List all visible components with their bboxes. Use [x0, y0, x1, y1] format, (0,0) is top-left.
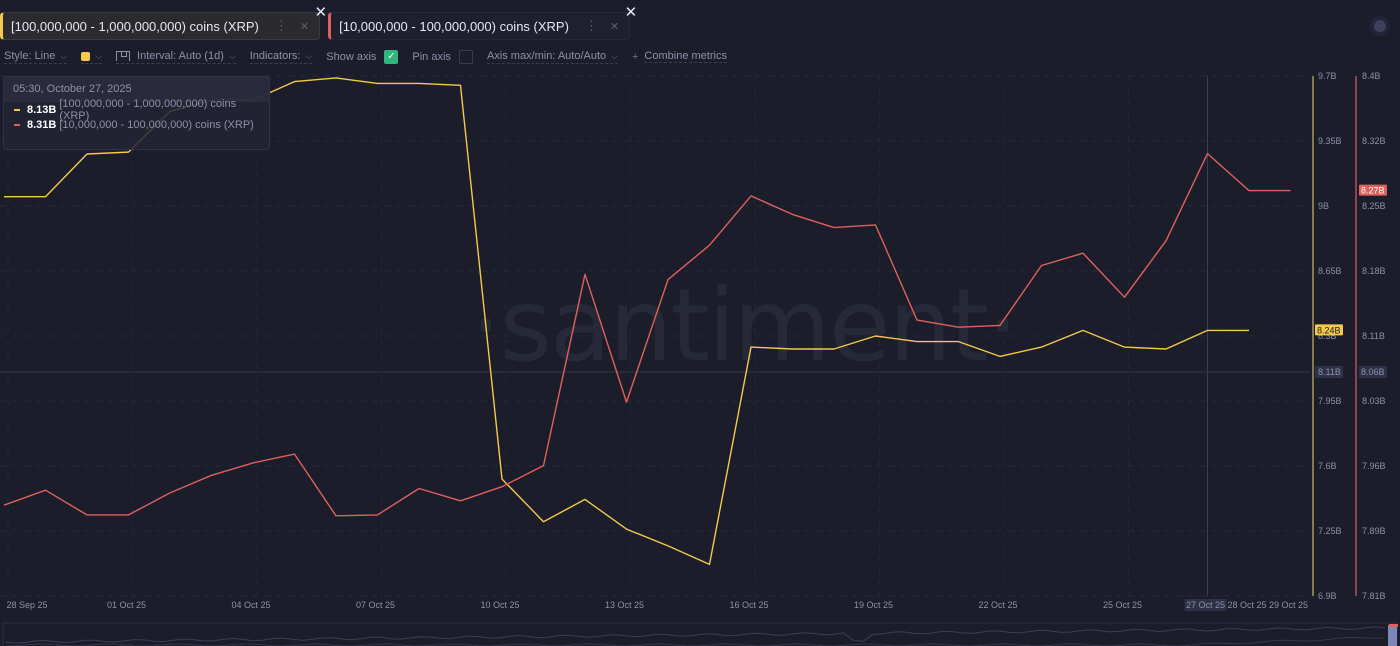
x-tick-highlight: [1184, 599, 1227, 611]
chart-tooltip: 05:30, October 27, 2025 8.13B [100,000,0…: [3, 76, 270, 150]
y-tick-label: 8.65B: [1318, 266, 1342, 276]
last-value-label: 8.27B: [1361, 186, 1385, 196]
style-label: Style: Line: [4, 50, 56, 62]
axis-minmax-dropdown[interactable]: Axis max/min: Auto/Auto ⌵: [486, 50, 618, 64]
y-tick-label: 8.03B: [1362, 396, 1386, 406]
tooltip-value: 8.31B: [27, 118, 57, 131]
y-tick-label: 8.18B: [1362, 266, 1386, 276]
x-tick-label: 28 Oct 25: [1227, 600, 1266, 610]
navigator-series: [5, 636, 1386, 646]
series-color-icon: [14, 108, 20, 111]
y-tick-label: 8.32B: [1362, 136, 1386, 146]
close-icon[interactable]: ✕: [624, 4, 638, 21]
y-tick-label: 7.96B: [1362, 461, 1386, 471]
remove-metric-icon[interactable]: ✕: [299, 20, 310, 33]
crosshair-value-right: 8.06B: [1361, 367, 1385, 377]
last-value-label: 8.24B: [1317, 325, 1341, 335]
x-tick-label: 28 Sep 25: [6, 600, 47, 610]
style-dropdown[interactable]: Style: Line ⌵: [4, 50, 68, 64]
chevron-down-icon: ⌵: [611, 50, 618, 61]
x-tick-label: 10 Oct 25: [480, 600, 519, 610]
metric-tabs: [100,000,000 - 1,000,000,000) coins (XRP…: [0, 5, 637, 40]
show-axis-toggle[interactable]: Show axis ✓: [326, 49, 399, 65]
chevron-down-icon: ⌵: [95, 50, 103, 61]
axis-minmax-label: Axis max/min: Auto/Auto: [486, 50, 607, 62]
x-tick-label: 16 Oct 25: [729, 600, 768, 610]
watermark: ·santiment·: [470, 267, 1017, 384]
x-tick-label: 29 Oct 25: [1269, 600, 1308, 610]
kebab-menu-icon[interactable]: ⋮: [274, 18, 288, 33]
metric-tab-mid-holders[interactable]: [10,000,000 - 100,000,000) coins (XRP) ⋮…: [328, 5, 637, 40]
chevron-down-icon: ⌵: [305, 50, 313, 61]
x-tick-label: 19 Oct 25: [854, 600, 893, 610]
settings-icon[interactable]: [1374, 20, 1386, 32]
pin-axis-label: Pin axis: [412, 50, 451, 63]
metric-tab-large-holders[interactable]: [100,000,000 - 1,000,000,000) coins (XRP…: [0, 5, 327, 40]
x-tick-label: 27 Oct 25: [1186, 600, 1225, 610]
pin-axis-toggle[interactable]: Pin axis: [412, 49, 473, 65]
chevron-down-icon: ⌵: [60, 50, 68, 61]
pin-axis-checkbox[interactable]: [458, 49, 473, 64]
tooltip-series-name: [100,000,000 - 1,000,000,000) coins (XRP…: [59, 97, 237, 122]
x-tick-label: 13 Oct 25: [605, 600, 644, 610]
color-swatch-icon: [81, 51, 91, 61]
y-tick-label: 9.35B: [1318, 136, 1342, 146]
tooltip-date: 05:30, October 27, 2025: [4, 77, 269, 102]
y-tick-label: 7.6B: [1318, 461, 1337, 471]
interval-dropdown[interactable]: Interval: Auto (1d) ⌵: [116, 50, 236, 64]
indicators-label: Indicators:: [249, 50, 301, 62]
y-tick-label: 8.3B: [1318, 331, 1337, 341]
y-tick-label: 7.25B: [1318, 526, 1342, 536]
y-tick-label: 8.11B: [1362, 331, 1385, 341]
plus-icon: +: [631, 50, 639, 63]
crosshair-badge-right: [1359, 366, 1387, 378]
last-value-badge: [1315, 324, 1343, 336]
indicators-dropdown[interactable]: Indicators: ⌵: [249, 50, 313, 64]
remove-metric-icon[interactable]: ✕: [609, 20, 620, 33]
metric-tab-label: [100,000,000 - 1,000,000,000) coins (XRP…: [11, 18, 259, 34]
crosshair-badge-left: [1315, 366, 1343, 378]
y-tick-label: 7.95B: [1318, 396, 1342, 406]
y-tick-label: 7.81B: [1362, 591, 1386, 601]
tooltip-value: 8.13B: [27, 103, 57, 116]
show-axis-checkbox[interactable]: ✓: [384, 49, 399, 64]
x-tick-label: 25 Oct 25: [1103, 600, 1142, 610]
color-picker[interactable]: ⌵: [81, 50, 103, 64]
y-tick-label: 6.9B: [1318, 591, 1337, 601]
y-tick-label: 8.25B: [1362, 201, 1386, 211]
interval-label: Interval: Auto (1d): [137, 50, 224, 62]
interval-icon: [116, 51, 131, 61]
x-tick-label: 04 Oct 25: [231, 600, 270, 610]
series-line: [3, 152, 1291, 517]
chevron-down-icon: ⌵: [228, 50, 236, 61]
x-tick-label: 07 Oct 25: [356, 600, 395, 610]
metric-tab-label: [10,000,000 - 100,000,000) coins (XRP): [339, 18, 569, 34]
combine-metrics-button[interactable]: + Combine metrics: [632, 50, 727, 64]
y-tick-label: 7.89B: [1362, 526, 1386, 536]
close-icon[interactable]: ✕: [314, 4, 328, 21]
tooltip-row: 8.31B [10,000,000 - 100,000,000) coins (…: [4, 117, 269, 132]
navigator-series: [5, 626, 1386, 644]
tooltip-series-name: [10,000,000 - 100,000,000) coins (XRP): [59, 118, 254, 131]
tooltip-row: 8.13B [100,000,000 - 1,000,000,000) coin…: [4, 98, 269, 122]
chart-toolbar: Style: Line ⌵ ⌵ Interval: Auto (1d) ⌵ In…: [4, 48, 741, 66]
navigator-handle[interactable]: [1388, 625, 1397, 646]
combine-metrics-label: Combine metrics: [644, 50, 727, 63]
y-tick-label: 8.4B: [1362, 71, 1381, 81]
series-color-icon: [14, 123, 20, 126]
x-tick-label: 01 Oct 25: [107, 600, 146, 610]
x-tick-label: 22 Oct 25: [978, 600, 1017, 610]
navigator-marker: [1389, 624, 1398, 627]
crosshair-value-left: 8.11B: [1318, 367, 1341, 377]
y-tick-label: 9B: [1318, 201, 1329, 211]
show-axis-label: Show axis: [326, 50, 377, 63]
last-value-badge: [1359, 184, 1387, 196]
kebab-menu-icon[interactable]: ⋮: [584, 18, 598, 33]
y-tick-label: 9.7B: [1318, 71, 1337, 81]
